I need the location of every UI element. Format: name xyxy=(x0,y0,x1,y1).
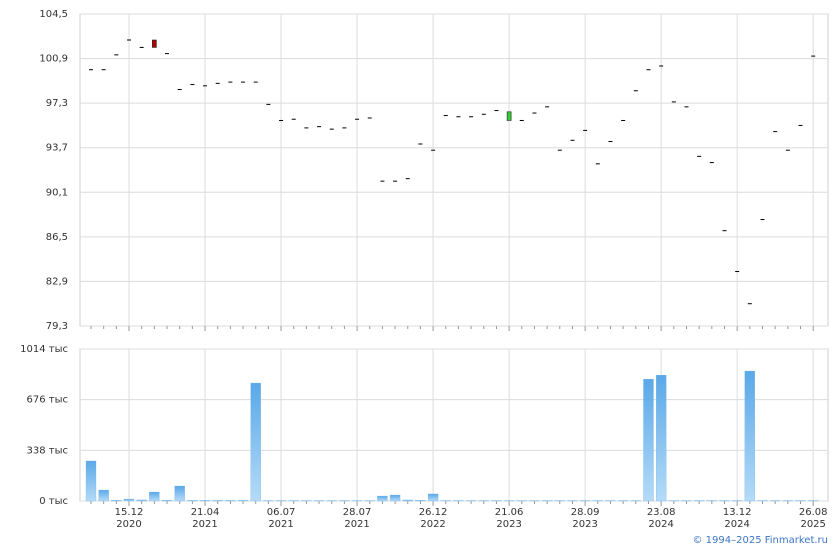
candle xyxy=(506,111,512,121)
y-tick-label: 90,1 xyxy=(46,187,68,198)
y-tick-label: 104,5 xyxy=(39,9,68,20)
volume-bar xyxy=(123,498,135,502)
volume-bar xyxy=(161,500,173,502)
y-tick-label: 93,7 xyxy=(46,143,68,154)
candle xyxy=(152,39,157,48)
volume-bar xyxy=(415,500,426,502)
y-tick-label: 97,3 xyxy=(46,98,68,109)
y-tick-label: 1014 тыс xyxy=(20,344,68,355)
volume-bar xyxy=(250,382,261,502)
volume-bar xyxy=(389,494,401,502)
volume-bar xyxy=(85,460,97,502)
x-tick-label: 26.08 2025 xyxy=(798,507,828,530)
volume-bar xyxy=(744,370,755,502)
y-tick-label: 82,9 xyxy=(46,276,68,287)
y-tick-label: 676 тыс xyxy=(27,395,68,406)
x-tick-label: 06.07 2021 xyxy=(266,507,296,530)
x-tick-label: 28.09 2023 xyxy=(570,507,600,530)
volume-bar xyxy=(98,489,109,502)
volume-bar xyxy=(377,495,388,502)
watermark: © 1994–2025 Finmarket.ru xyxy=(692,535,828,546)
volume-bar xyxy=(174,485,185,502)
volume-bar xyxy=(199,500,211,502)
x-tick-label: 13.12 2024 xyxy=(722,507,752,530)
volume-bar xyxy=(111,500,122,502)
volume-bar xyxy=(136,499,147,502)
volume-bar xyxy=(427,493,439,502)
x-tick-label: 28.07 2021 xyxy=(342,507,372,530)
volume-bar xyxy=(225,500,236,502)
y-tick-label: 338 тыс xyxy=(27,445,68,456)
x-tick-label: 21.06 2023 xyxy=(494,507,524,530)
y-tick-label: 0 тыс xyxy=(39,496,68,507)
x-tick-label: 26.12 2022 xyxy=(418,507,448,530)
volume-bar xyxy=(237,500,249,502)
y-tick-label: 100,9 xyxy=(39,54,68,65)
volume-bar xyxy=(643,378,654,502)
x-tick-label: 23.08 2024 xyxy=(646,507,676,530)
volume-bar xyxy=(402,499,413,502)
volume-bar xyxy=(212,500,223,502)
volume-frame xyxy=(79,348,829,502)
y-tick-label: 79,3 xyxy=(46,321,68,332)
x-tick-label: 21.04 2021 xyxy=(190,507,220,530)
y-tick-label: 86,5 xyxy=(46,232,68,243)
volume-bar xyxy=(656,374,667,502)
x-tick-label: 15.12 2020 xyxy=(114,507,144,530)
volume-bar xyxy=(187,500,198,502)
price-frame xyxy=(79,13,829,327)
volume-bar xyxy=(149,491,160,502)
